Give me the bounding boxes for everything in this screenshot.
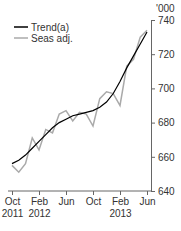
x-tick: Jun <box>58 191 74 207</box>
y-tick-mark <box>151 157 155 158</box>
legend-label: Seas adj. <box>31 33 73 44</box>
y-tick-mark <box>151 20 155 21</box>
y-tick: 720 <box>151 49 175 60</box>
x-tick: Oct2011 <box>2 191 24 219</box>
chart-container: 640 660 680 700 720 740 Oct2011Feb2012 Jun Oct Fe… <box>0 0 181 231</box>
y-tick-mark <box>151 88 155 89</box>
y-tick-mark <box>151 191 155 192</box>
legend-label: Trend(a) <box>31 22 69 33</box>
x-tick-label: Oct <box>86 196 102 207</box>
x-tick-label: Feb2012 <box>28 196 51 219</box>
x-tick-mark <box>147 191 148 195</box>
y-tick-label: 720 <box>158 49 175 60</box>
x-tick-mark <box>120 191 121 195</box>
x-tick: Feb2013 <box>109 191 132 219</box>
y-tick: 660 <box>151 152 175 163</box>
legend-swatch <box>14 26 28 28</box>
x-tick: Jun <box>139 191 155 207</box>
y-tick-label: 640 <box>158 186 175 197</box>
y-tick: 640 <box>151 186 175 197</box>
series-line <box>12 32 147 164</box>
x-tick-mark <box>12 191 13 195</box>
legend-swatch <box>14 37 28 39</box>
x-tick-label: Jun <box>139 196 155 207</box>
x-axis-line <box>8 191 151 192</box>
y-tick-mark <box>151 123 155 124</box>
x-tick-mark <box>93 191 94 195</box>
y-axis: 640 660 680 700 720 740 <box>151 15 175 197</box>
y-tick-label: 700 <box>158 83 175 94</box>
legend-item: Trend(a) <box>14 22 69 33</box>
x-tick-label: Jun <box>58 196 74 207</box>
series-line <box>12 30 147 172</box>
x-tick-mark <box>39 191 40 195</box>
y-tick-label: 660 <box>158 152 175 163</box>
y-tick-label: 740 <box>158 15 175 26</box>
y-tick-mark <box>151 54 155 55</box>
chart: 640 660 680 700 720 740 Oct2011Feb2012 Jun Oct Fe… <box>0 0 181 231</box>
x-tick: Oct <box>86 191 102 207</box>
y-tick: 680 <box>151 117 175 128</box>
y-axis-label: '000 <box>156 3 175 14</box>
y-tick: 740 <box>151 15 175 26</box>
legend-item: Seas adj. <box>14 33 73 44</box>
x-tick-label: Feb2013 <box>109 196 132 219</box>
x-tick: Feb2012 <box>28 191 51 219</box>
x-tick-mark <box>66 191 67 195</box>
y-tick-label: 680 <box>158 117 175 128</box>
y-axis-line <box>151 21 152 192</box>
plot: 640 660 680 700 720 740 Oct2011Feb2012 Jun Oct Fe… <box>2 15 175 219</box>
x-axis: Oct2011Feb2012 Jun Oct Feb2013 Jun <box>2 191 156 219</box>
legend: Trend(a)Seas adj. <box>14 22 73 44</box>
y-tick: 700 <box>151 83 175 94</box>
lines <box>12 30 147 172</box>
x-tick-label: Oct2011 <box>2 196 24 219</box>
